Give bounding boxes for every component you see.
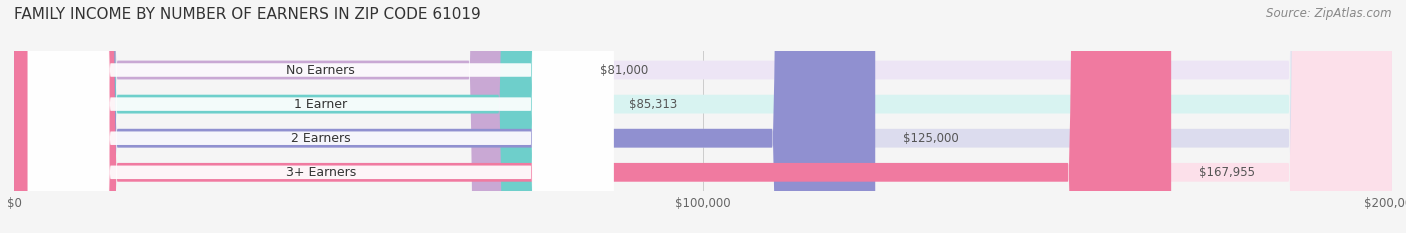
Text: 2 Earners: 2 Earners xyxy=(291,132,350,145)
FancyBboxPatch shape xyxy=(14,0,1392,233)
Text: No Earners: No Earners xyxy=(287,64,354,76)
Text: $81,000: $81,000 xyxy=(600,64,648,76)
Text: FAMILY INCOME BY NUMBER OF EARNERS IN ZIP CODE 61019: FAMILY INCOME BY NUMBER OF EARNERS IN ZI… xyxy=(14,7,481,22)
FancyBboxPatch shape xyxy=(28,0,613,233)
Text: 3+ Earners: 3+ Earners xyxy=(285,166,356,179)
FancyBboxPatch shape xyxy=(14,0,602,233)
FancyBboxPatch shape xyxy=(14,0,1171,233)
FancyBboxPatch shape xyxy=(28,0,613,233)
FancyBboxPatch shape xyxy=(14,0,876,233)
FancyBboxPatch shape xyxy=(14,0,572,233)
FancyBboxPatch shape xyxy=(14,0,1392,233)
FancyBboxPatch shape xyxy=(14,0,1392,233)
FancyBboxPatch shape xyxy=(14,0,1392,233)
Text: $85,313: $85,313 xyxy=(630,98,678,111)
Text: Source: ZipAtlas.com: Source: ZipAtlas.com xyxy=(1267,7,1392,20)
FancyBboxPatch shape xyxy=(28,0,613,233)
Text: 1 Earner: 1 Earner xyxy=(294,98,347,111)
Text: $125,000: $125,000 xyxy=(903,132,959,145)
FancyBboxPatch shape xyxy=(28,0,613,233)
Text: $167,955: $167,955 xyxy=(1199,166,1254,179)
